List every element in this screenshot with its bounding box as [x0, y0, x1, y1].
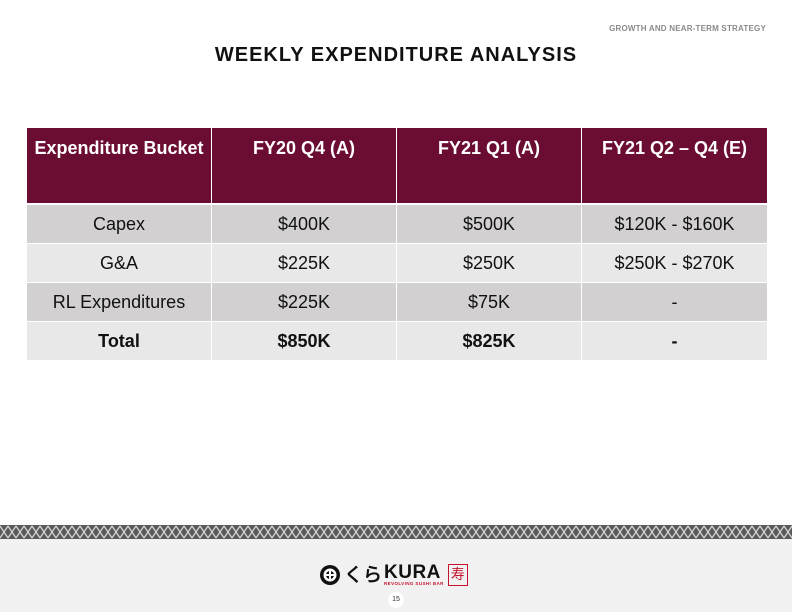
table-cell: $825K	[396, 321, 582, 361]
table-cell: -	[581, 321, 768, 361]
table-cell: $250K - $270K	[581, 243, 768, 283]
table-cell: Total	[26, 321, 212, 361]
logo-name: KURA	[384, 561, 441, 583]
table-row: Capex $400K $500K $120K - $160K	[26, 203, 768, 244]
table-cell: $850K	[211, 321, 397, 361]
table-cell: $225K	[211, 243, 397, 283]
table-total-row: Total $850K $825K -	[26, 321, 768, 361]
column-header: FY20 Q4 (A)	[211, 128, 397, 205]
table-cell: $500K	[396, 203, 582, 244]
column-header: FY21 Q2 – Q4 (E)	[581, 128, 768, 205]
column-header: Expenditure Bucket	[26, 128, 212, 205]
page-number: 15	[388, 592, 404, 608]
table-cell: $225K	[211, 282, 397, 322]
logo-tagline: REVOLVING SUSHI BAR	[384, 580, 444, 586]
table-cell: $400K	[211, 203, 397, 244]
footer: くら KURA REVOLVING SUSHI BAR 寿 15	[0, 539, 792, 612]
table-cell: -	[581, 282, 768, 322]
expenditure-table: Expenditure Bucket FY20 Q4 (A) FY21 Q1 (…	[26, 128, 768, 361]
table-cell: Capex	[26, 203, 212, 244]
kura-emblem-icon	[320, 565, 340, 585]
table-cell: G&A	[26, 243, 212, 283]
table-header-row: Expenditure Bucket FY20 Q4 (A) FY21 Q1 (…	[26, 128, 768, 205]
table-cell: $250K	[396, 243, 582, 283]
decorative-pattern-band	[0, 525, 792, 539]
logo-seal: 寿	[447, 564, 468, 586]
section-label: GROWTH AND NEAR-TERM STRATEGY	[609, 24, 766, 33]
logo-kana: くら	[344, 563, 383, 586]
table-cell: $120K - $160K	[581, 203, 768, 244]
table-cell: RL Expenditures	[26, 282, 212, 322]
page-title: WEEKLY EXPENDITURE ANALYSIS	[214, 44, 578, 66]
column-header: FY21 Q1 (A)	[396, 128, 582, 205]
table-cell: $75K	[396, 282, 582, 322]
table-row: RL Expenditures $225K $75K -	[26, 282, 768, 322]
kura-logo: くら KURA REVOLVING SUSHI BAR 寿	[319, 561, 475, 589]
table-row: G&A $225K $250K $250K - $270K	[26, 243, 768, 283]
